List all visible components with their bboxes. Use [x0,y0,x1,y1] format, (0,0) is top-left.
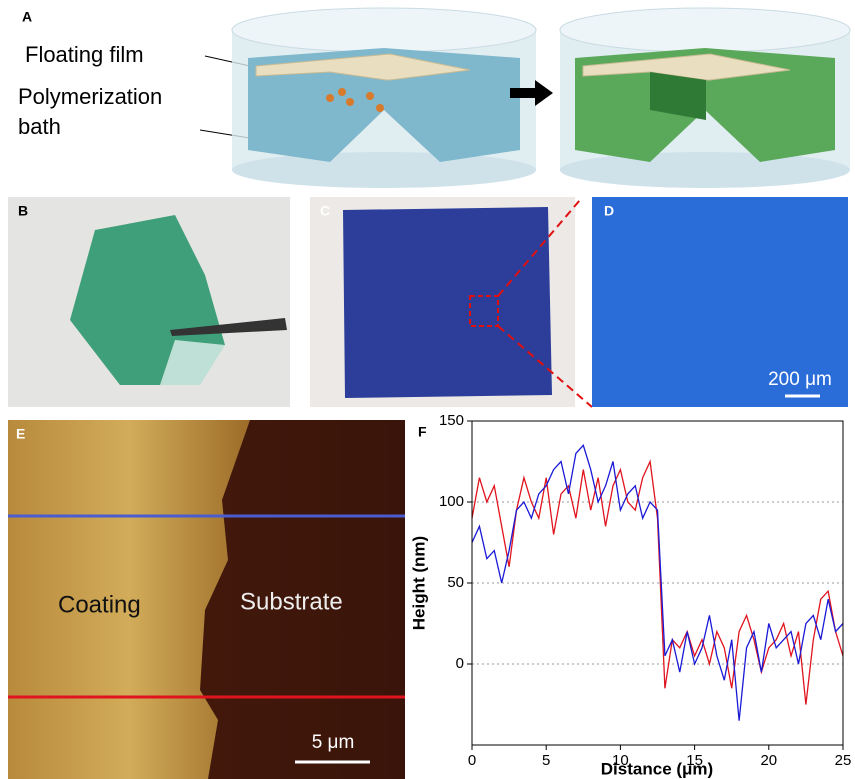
y-tick-label: 50 [447,574,464,591]
panel-label: A [22,9,32,25]
y-tick-label: 100 [439,493,464,510]
panel-label: B [18,203,28,219]
label-bath: Polymerization [18,84,162,109]
panel-label: D [604,203,614,219]
x-tick-label: 10 [612,752,629,769]
x-tick-label: 5 [542,752,550,769]
bath-cylinder [560,8,850,188]
panel-d: D 200 μm [592,197,848,407]
x-tick-label: 25 [835,752,852,769]
label-coating: Coating [58,591,141,618]
panel-label: C [320,203,330,219]
panel-label: E [16,426,25,442]
x-tick-label: 0 [468,752,476,769]
label-substrate: Substrate [240,588,343,615]
y-tick-label: 0 [456,655,464,672]
panel-b: B [8,197,290,407]
x-tick-label: 15 [686,752,703,769]
y-tick-label: 150 [439,412,464,429]
scale-label: 200 μm [768,369,832,390]
panel-c: C [310,197,592,407]
y-axis-title: Height (nm) [409,536,428,630]
figure: A Floating film Polymerization bath [0,0,855,779]
panel-e: E Coating Substrate 5 μm [8,420,405,779]
scale-label: 5 μm [312,732,355,753]
x-tick-label: 20 [760,752,777,769]
label-film: Floating film [25,42,144,67]
panel-label: F [418,424,427,440]
bath-cylinder [232,8,536,188]
panel-a: A Floating film Polymerization bath [18,8,850,188]
label-bath: bath [18,114,61,139]
